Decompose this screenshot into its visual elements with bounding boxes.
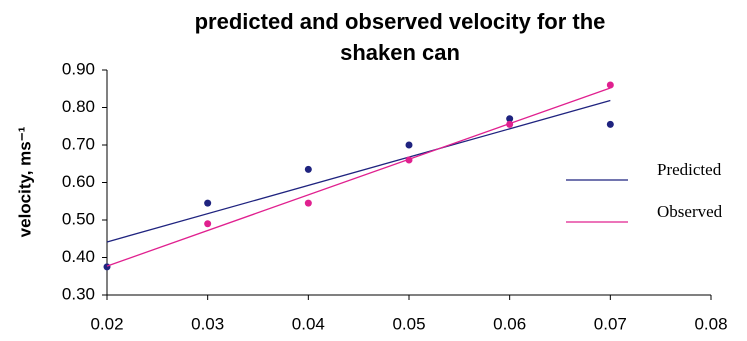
y-tick-label: 0.80 (62, 97, 95, 116)
data-point (204, 199, 212, 207)
y-tick-label: 0.50 (62, 209, 95, 228)
x-tick-label: 0.07 (594, 314, 627, 333)
x-tick-label: 0.06 (493, 314, 526, 333)
y-tick-label: 0.60 (62, 172, 95, 191)
x-tick-label: 0.08 (694, 314, 727, 333)
y-tick-label: 0.70 (62, 134, 95, 153)
chart-title: predicted and observed velocity for the … (194, 9, 606, 65)
x-tick-label: 0.05 (392, 314, 425, 333)
y-tick-label: 0.40 (62, 247, 95, 266)
data-point (405, 141, 413, 149)
data-point (606, 120, 614, 128)
data-point (506, 115, 514, 123)
y-tick-label: 0.30 (62, 284, 95, 303)
data-point (506, 120, 514, 128)
data-point (103, 263, 111, 271)
x-tick-label: 0.02 (90, 314, 123, 333)
data-point (304, 165, 312, 173)
data-point (606, 81, 614, 89)
legend-label: Predicted (657, 160, 722, 179)
y-tick-label: 0.90 (62, 59, 95, 78)
trend-line (106, 99, 611, 243)
legend-label: Observed (657, 202, 723, 221)
x-tick-label: 0.03 (191, 314, 224, 333)
y-axis-title: velocity, ms⁻¹ (15, 126, 34, 237)
x-tick-label: 0.04 (292, 314, 325, 333)
data-point (304, 199, 312, 207)
trend-line (106, 87, 611, 267)
data-point (405, 156, 413, 164)
data-point (204, 220, 212, 228)
